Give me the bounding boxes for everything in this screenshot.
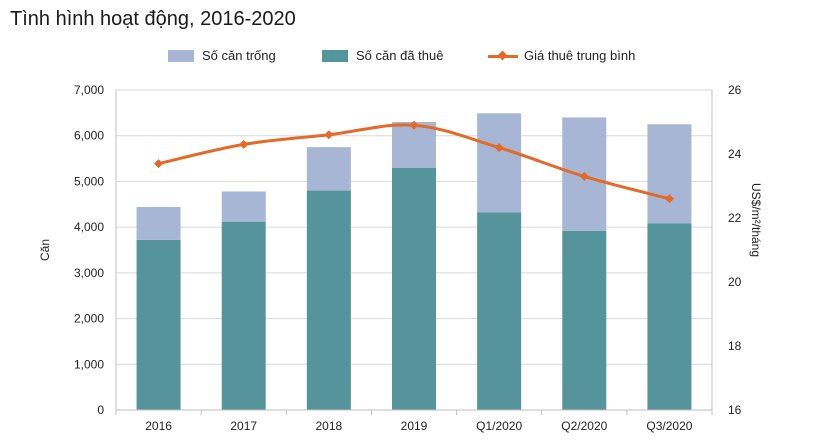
y-tick-label: 2,000: [74, 312, 104, 326]
axes: [115, 90, 713, 415]
rent-point: [579, 171, 589, 181]
x-tick-label: 2017: [230, 419, 257, 433]
rent-point: [239, 139, 249, 149]
rent-point: [409, 120, 419, 130]
rent-point: [664, 194, 674, 204]
y-axis-title: Căn: [38, 239, 52, 261]
bar-vacant: [136, 207, 181, 240]
rent-line: [154, 120, 674, 204]
y2-tick-label: 22: [728, 211, 742, 225]
x-tick-label: Q1/2020: [476, 419, 522, 433]
legend-item-vacant: Số căn trống: [168, 48, 276, 63]
y2-tick-label: 26: [728, 83, 742, 97]
bar-vacant: [647, 124, 692, 224]
y2-tick-label: 18: [728, 339, 742, 353]
bar-vacant: [221, 191, 266, 222]
legend-item-avg-rent: Giá thuê trung bình: [488, 48, 635, 63]
rent-point: [494, 143, 504, 153]
bar-leased: [221, 221, 266, 410]
rent-point: [324, 130, 334, 140]
y-tick-label: 0: [97, 403, 104, 417]
y-tick-label: 3,000: [74, 266, 104, 280]
legend-item-leased: Số căn đã thuê: [322, 48, 443, 63]
legend-label-vacant: Số căn trống: [202, 48, 276, 63]
y2-axis-title: US$/m²/tháng: [749, 183, 763, 257]
bar-vacant: [477, 113, 522, 213]
y-tick-label: 1,000: [74, 357, 104, 371]
bar-vacant: [306, 147, 351, 191]
y-tick-label: 4,000: [74, 220, 104, 234]
y-tick-label: 7,000: [74, 83, 104, 97]
y2-tick-label: 20: [728, 275, 742, 289]
y-tick-label: 5,000: [74, 174, 104, 188]
legend-swatch-vacant: [168, 49, 194, 62]
bar-leased: [477, 212, 522, 410]
chart-title: Tình hình hoạt động, 2016-2020: [10, 8, 296, 30]
y2-tick-label: 16: [728, 403, 742, 417]
chart-legend: Số căn trống Số căn đã thuê Giá thuê tru…: [0, 48, 832, 68]
bar-leased: [647, 223, 692, 410]
legend-swatch-avg-rent: [488, 50, 518, 62]
x-tick-label: 2018: [316, 419, 343, 433]
x-tick-label: 2019: [401, 419, 428, 433]
x-tick-label: Q3/2020: [646, 419, 692, 433]
y2-tick-label: 24: [728, 147, 742, 161]
rent-point: [154, 159, 164, 169]
legend-swatch-leased: [322, 49, 348, 62]
bar-leased: [306, 190, 351, 410]
tick-labels: 0 1,000 2,000 3,000 4,000 5,000 6,000 7,000 16 18…: [38, 83, 763, 433]
bar-leased: [392, 167, 436, 410]
legend-label-leased: Số căn đã thuê: [356, 48, 444, 63]
bar-leased: [136, 239, 181, 410]
x-tick-label: 2016: [145, 419, 172, 433]
bar-leased: [562, 230, 607, 410]
legend-label-avg-rent: Giá thuê trung bình: [524, 48, 636, 63]
bars: [136, 113, 692, 410]
y-tick-label: 6,000: [74, 129, 104, 143]
x-tick-label: Q2/2020: [561, 419, 607, 433]
